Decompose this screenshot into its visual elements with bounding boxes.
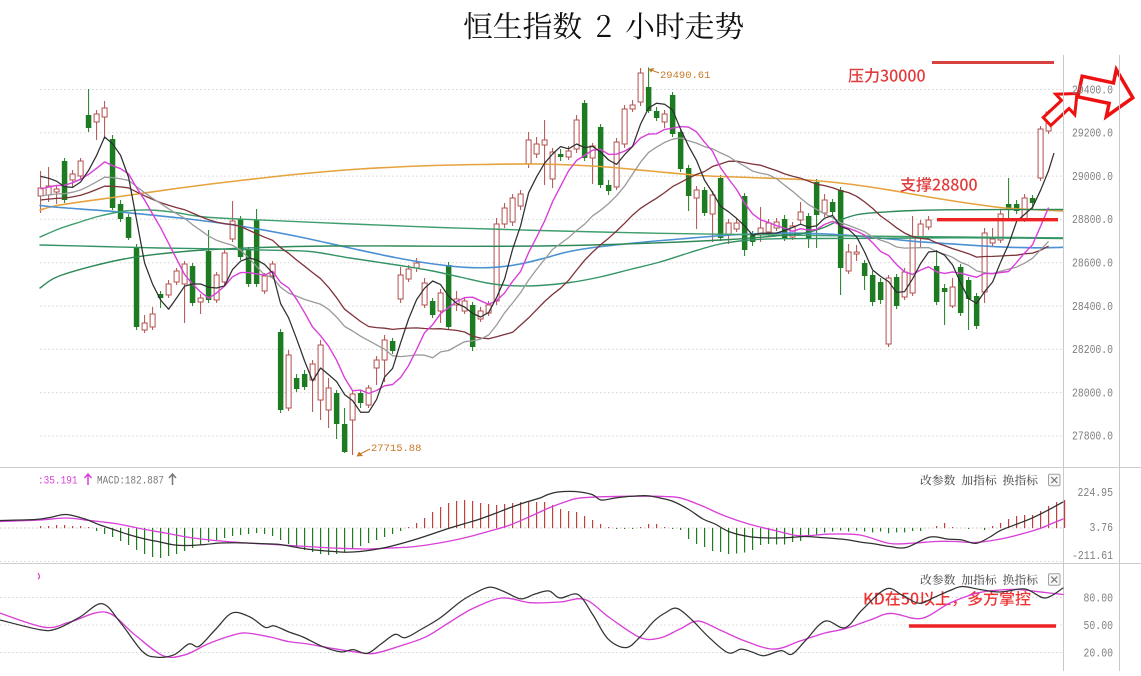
svg-text:28000.0: 28000.0	[1072, 387, 1113, 400]
svg-text:28800.0: 28800.0	[1072, 214, 1113, 227]
svg-text:27715.88: 27715.88	[371, 443, 421, 455]
svg-text:29000.0: 29000.0	[1072, 171, 1113, 184]
svg-text:3.76: 3.76	[1090, 522, 1114, 535]
svg-text:80.00: 80.00	[1084, 592, 1114, 605]
svg-text:20.00: 20.00	[1084, 647, 1114, 660]
svg-text:29200.0: 29200.0	[1072, 128, 1113, 141]
svg-text::35.191: :35.191	[38, 476, 78, 488]
svg-text:27800.0: 27800.0	[1072, 431, 1113, 444]
svg-text:28600.0: 28600.0	[1072, 258, 1113, 271]
svg-text:-211.61: -211.61	[1072, 550, 1113, 563]
svg-text:29490.61: 29490.61	[660, 70, 710, 82]
svg-text:28400.0: 28400.0	[1072, 301, 1113, 314]
svg-text:50.00: 50.00	[1084, 620, 1114, 633]
svg-text:MACD:182.887: MACD:182.887	[97, 476, 164, 488]
svg-text:224.95: 224.95	[1078, 487, 1114, 500]
svg-text:28200.0: 28200.0	[1072, 344, 1113, 357]
svg-text:29400.0: 29400.0	[1072, 84, 1113, 97]
